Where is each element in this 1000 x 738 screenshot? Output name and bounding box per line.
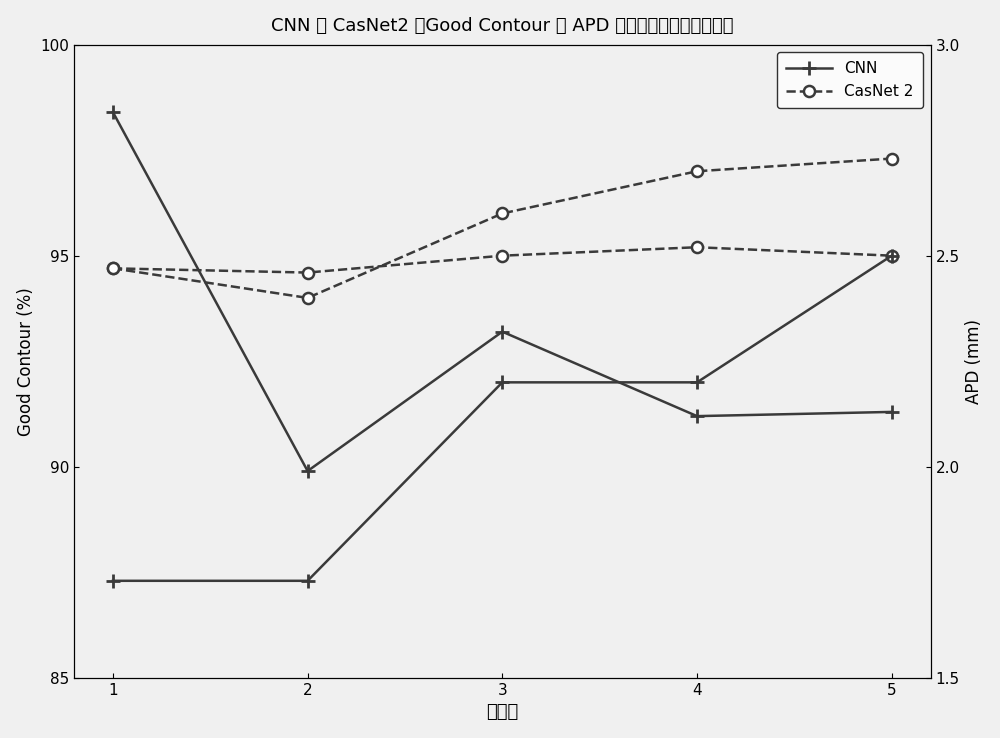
- Title: CNN 与 CasNet2 在Good Contour 和 APD 两个指标上的结果对比图: CNN 与 CasNet2 在Good Contour 和 APD 两个指标上的…: [271, 17, 734, 35]
- CasNet 2: [496, 251, 508, 260]
- CNN: [691, 412, 703, 421]
- CasNet 2: [107, 264, 119, 273]
- CasNet 2: [691, 243, 703, 252]
- CNN: [302, 466, 314, 475]
- Line: CNN: CNN: [106, 106, 899, 478]
- CNN: [107, 108, 119, 117]
- CNN: [886, 407, 898, 416]
- CasNet 2: [302, 268, 314, 277]
- X-axis label: 训练集: 训练集: [486, 703, 518, 721]
- CNN: [496, 327, 508, 336]
- Legend: CNN, CasNet 2: CNN, CasNet 2: [777, 52, 923, 108]
- Y-axis label: APD (mm): APD (mm): [965, 319, 983, 404]
- Line: CasNet 2: CasNet 2: [107, 241, 897, 278]
- CasNet 2: [886, 251, 898, 260]
- Y-axis label: Good Contour (%): Good Contour (%): [17, 287, 35, 435]
